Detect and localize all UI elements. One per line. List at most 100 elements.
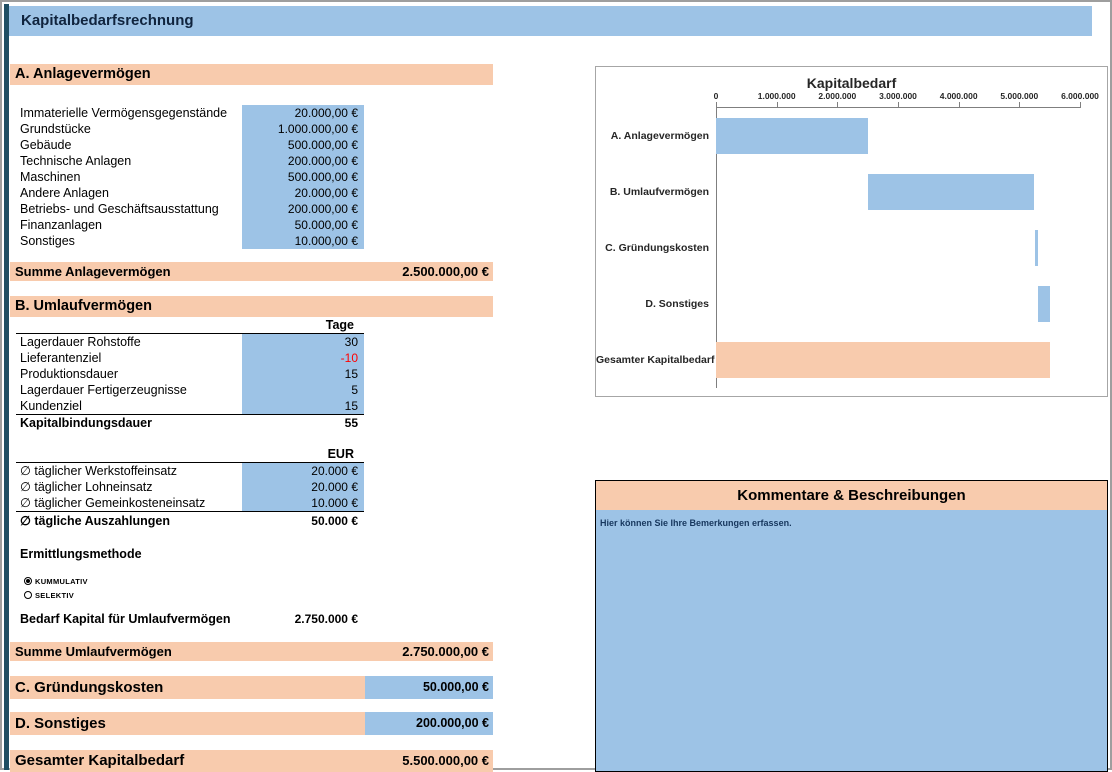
- asset-value-cell[interactable]: 20.000,00 €: [242, 105, 364, 121]
- sum-anlagevermoegen-row: Summe Anlagevermögen 2.500.000,00 €: [10, 262, 493, 281]
- asset-value-cell[interactable]: 200.000,00 €: [242, 153, 364, 169]
- asset-label: Andere Anlagen: [20, 186, 109, 200]
- asset-value-cell[interactable]: 200.000,00 €: [242, 201, 364, 217]
- days-row: Kundenziel 15: [16, 398, 364, 414]
- sum-anlagevermoegen-label: Summe Anlagevermögen: [15, 264, 171, 279]
- page-title: Kapitalbedarfsrechnung: [21, 12, 194, 29]
- chart-tick-mark: [776, 102, 778, 107]
- comments-input-area[interactable]: Hier können Sie Ihre Bemerkungen erfasse…: [595, 510, 1108, 772]
- kapitalbindungsdauer-label: Kapitalbindungsdauer: [20, 416, 152, 430]
- eur-block: ∅ täglicher Werkstoffeinsatz 20.000 € ∅ tä…: [16, 462, 364, 512]
- sonstiges-value-cell[interactable]: 200.000,00 €: [365, 712, 493, 735]
- payout-value: 50.000 €: [311, 514, 358, 528]
- eur-value-cell[interactable]: 10.000 €: [242, 495, 364, 511]
- days-label: Lieferantenziel: [20, 351, 102, 365]
- days-value-cell[interactable]: 5: [242, 382, 364, 398]
- days-value-cell[interactable]: 30: [242, 334, 364, 350]
- method-option-label: SELEKTIV: [35, 590, 75, 600]
- asset-row: Betriebs- und Geschäftsausstattung 200.00…: [10, 201, 364, 217]
- chart-tick-mark: [1019, 102, 1021, 107]
- section-a-header: A. Anlagevermögen: [10, 64, 493, 85]
- chart-y-axis-line: [716, 107, 717, 388]
- method-section-label: Ermittlungsmethode: [20, 547, 142, 561]
- asset-row: Andere Anlagen 20.000,00 €: [10, 185, 364, 201]
- gruendungskosten-value-cell[interactable]: 50.000,00 €: [365, 676, 493, 699]
- chart-tick-label: 2.000.000: [818, 91, 857, 101]
- chart-title: Kapitalbedarf: [806, 75, 897, 91]
- days-row: Lieferantenziel -10: [16, 350, 364, 366]
- days-row: Lagerdauer Fertigerzeugnisse 5: [16, 382, 364, 398]
- payout-row: ∅ tägliche Auszahlungen 50.000 €: [10, 512, 364, 530]
- days-value-cell[interactable]: 15: [242, 398, 364, 414]
- asset-row: Finanzanlagen 50.000,00 €: [10, 217, 364, 233]
- sum-umlaufvermoegen-row: Summe Umlaufvermögen 2.750.000,00 €: [10, 642, 493, 661]
- chart-tick-mark: [898, 102, 899, 107]
- eur-value-cell[interactable]: 20.000 €: [242, 479, 364, 495]
- eur-label: ∅ täglicher Werkstoffeinsatz: [20, 464, 178, 478]
- asset-value-cell[interactable]: 500.000,00 €: [242, 137, 364, 153]
- payout-label: ∅ tägliche Auszahlungen: [20, 514, 171, 528]
- gesamter-kapitalbedarf-label: Gesamter Kapitalbedarf: [15, 752, 185, 769]
- sum-anlagevermoegen-value: 2.500.000,00 €: [402, 264, 489, 279]
- comments-header: Kommentare & Beschreibungen: [595, 480, 1108, 511]
- chart-category-label: B. Umlaufvermögen: [609, 186, 709, 198]
- chart-tick-label: 3.000.000: [879, 91, 917, 101]
- chart-category-label: C. Gründungskosten: [605, 242, 709, 254]
- section-b-header: B. Umlaufvermögen: [10, 296, 493, 317]
- days-value-cell[interactable]: 15: [242, 366, 364, 382]
- radio-button-icon[interactable]: [24, 591, 32, 599]
- asset-row: Technische Anlagen 200.000,00 €: [10, 153, 364, 169]
- gesamter-kapitalbedarf-row: Gesamter Kapitalbedarf 5.500.000,00 €: [10, 750, 493, 772]
- days-column-header: Tage: [325, 318, 354, 332]
- eur-row: ∅ täglicher Lohneinsatz 20.000 €: [16, 479, 364, 495]
- method-option[interactable]: KUMMULATIV: [24, 574, 493, 588]
- section-b-title: B. Umlaufvermögen: [15, 298, 152, 314]
- days-row: Produktionsdauer 15: [16, 366, 364, 382]
- umlauf-need-label: Bedarf Kapital für Umlaufvermögen: [20, 612, 231, 626]
- asset-value-cell[interactable]: 20.000,00 €: [242, 185, 364, 201]
- asset-label: Finanzanlagen: [20, 218, 103, 232]
- asset-value-cell[interactable]: 1.000.000,00 €: [242, 121, 364, 137]
- eur-row: ∅ täglicher Gemeinkosteneinsatz 10.000 €: [16, 495, 364, 511]
- section-a-title: A. Anlagevermögen: [15, 66, 151, 82]
- sum-umlaufvermoegen-label: Summe Umlaufvermögen: [15, 644, 172, 659]
- asset-label: Sonstiges: [20, 234, 75, 248]
- title-bar: Kapitalbedarfsrechnung: [9, 6, 1092, 36]
- method-option[interactable]: SELEKTIV: [24, 588, 493, 602]
- asset-row: Immaterielle Vermögensgegenstände 20.000,…: [10, 105, 364, 121]
- kapitalbindungsdauer-row: Kapitalbindungsdauer 55: [10, 415, 364, 432]
- eur-row: ∅ täglicher Werkstoffeinsatz 20.000 €: [16, 463, 364, 479]
- asset-value-cell[interactable]: 10.000,00 €: [242, 233, 364, 249]
- days-block: Lagerdauer Rohstoffe 30 Lieferantenziel -10…: [16, 333, 364, 415]
- chart-tick-label: 1.000.000: [757, 91, 796, 101]
- asset-row: Maschinen 500.000,00 €: [10, 169, 364, 185]
- eur-label: ∅ täglicher Gemeinkosteneinsatz: [20, 496, 206, 510]
- chart-category-label: A. Anlagevermögen: [610, 130, 709, 142]
- chart-tick-mark: [958, 102, 960, 107]
- chart-tick-mark: [716, 102, 717, 107]
- comments-placeholder: Hier können Sie Ihre Bemerkungen erfasse…: [600, 518, 792, 528]
- chart-category-label: D. Sonstiges: [645, 298, 709, 310]
- gruendungskosten-row: C. Gründungskosten 50.000,00 €: [10, 676, 493, 699]
- gruendungskosten-label: C. Gründungskosten: [10, 676, 365, 699]
- asset-row: Gebäude 500.000,00 €: [10, 137, 364, 153]
- method-options: KUMMULATIV SELEKTIV: [10, 574, 493, 602]
- kapitalbedarf-chart: Kapitalbedarf 0 1.000.000 2.000.000 3.000.0…: [595, 66, 1108, 397]
- asset-label: Betriebs- und Geschäftsausstattung: [20, 202, 219, 216]
- chart-tick-label: 5.000.000: [1000, 91, 1039, 101]
- radio-button-icon[interactable]: [24, 577, 32, 585]
- chart-tick-mark: [1080, 102, 1081, 107]
- kapitalbindungsdauer-value: 55: [344, 416, 358, 430]
- asset-label: Gebäude: [20, 138, 72, 152]
- method-option-label: KUMMULATIV: [35, 576, 88, 586]
- days-value-cell[interactable]: -10: [242, 350, 364, 366]
- chart-tick-label: 0: [713, 91, 719, 101]
- asset-label: Maschinen: [20, 170, 81, 184]
- asset-value-cell[interactable]: 50.000,00 €: [242, 217, 364, 233]
- sonstiges-row: D. Sonstiges 200.000,00 €: [10, 712, 493, 735]
- eur-value-cell[interactable]: 20.000 €: [242, 463, 364, 479]
- days-label: Produktionsdauer: [20, 367, 118, 381]
- umlauf-need-value: 2.750.000 €: [294, 612, 358, 626]
- asset-value-cell[interactable]: 500.000,00 €: [242, 169, 364, 185]
